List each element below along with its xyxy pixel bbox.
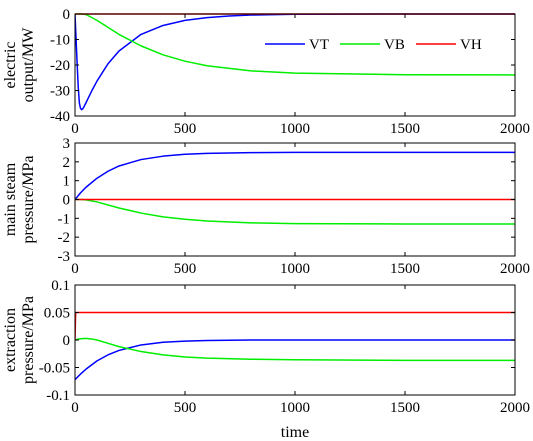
y-tick-label: 0 [63, 7, 71, 23]
series-vb-line [75, 337, 515, 362]
y-axis-label: extraction [2, 308, 19, 372]
y-tick-label: -10 [50, 33, 70, 49]
y-tick-label: 0.1 [51, 278, 70, 294]
series-vt-line [75, 339, 515, 381]
y-tick-label: -3 [58, 249, 71, 265]
y-tick-label: -40 [50, 109, 70, 125]
x-tick-label: 1500 [390, 400, 420, 416]
y-tick-label: 3 [63, 136, 71, 152]
y-axis-label: output/MW [20, 27, 37, 103]
y-tick-label: 0 [63, 333, 71, 349]
x-tick-label: 500 [174, 400, 197, 416]
x-tick-label: 500 [174, 261, 197, 277]
x-tick-label: 0 [71, 261, 79, 277]
x-tick-label: 1000 [280, 400, 310, 416]
x-tick-label: 1500 [390, 121, 420, 137]
y-axis-label: pressure/MPa [20, 296, 37, 384]
y-tick-label: 0.05 [44, 306, 70, 322]
legend-label-vb: VB [384, 37, 405, 53]
x-tick-label: 500 [174, 121, 197, 137]
panel-2: 0 500 1000 1500 2000 3 2 1 0 -1 -2 -3 main steam pres… [2, 136, 530, 277]
x-tick-label: 0 [71, 400, 79, 416]
y-tick-label: -30 [50, 84, 70, 100]
panel-1: 0 500 1000 1500 2000 0 -10 -20 -30 -40 electric out… [2, 7, 530, 137]
y-tick-label: 1 [63, 174, 71, 190]
y-tick-label: -0.05 [39, 361, 70, 377]
x-tick-label: 1500 [390, 261, 420, 277]
y-axis-label: electric [2, 41, 19, 88]
series-vt-line [75, 151, 515, 200]
y-tick-label: -2 [58, 230, 71, 246]
y-tick-label: 0 [63, 193, 71, 209]
x-tick-label: 1000 [280, 121, 310, 137]
series-vb-line [75, 198, 515, 225]
x-tick-label: 2000 [500, 261, 530, 277]
legend-label-vh: VH [460, 37, 482, 53]
series-vh-line [75, 311, 515, 341]
y-tick-label: -0.1 [46, 388, 70, 404]
legend: VT VB VH [265, 37, 482, 53]
y-axis-label: pressure/MPa [20, 156, 37, 244]
x-tick-label: 1000 [280, 261, 310, 277]
y-axis-label: main steam [2, 162, 19, 236]
y-tick-label: 2 [63, 155, 71, 171]
panel-3: 0 500 1000 1500 2000 0.1 0.05 0 -0.05 -0.1 extract… [2, 278, 530, 416]
x-tick-label: 2000 [500, 121, 530, 137]
series-vt-line [75, 13, 515, 111]
axes-box [74, 13, 516, 117]
x-tick-label: 0 [71, 121, 79, 137]
y-tick-label: -1 [58, 211, 71, 227]
x-axis-label: time [281, 424, 309, 441]
legend-label-vt: VT [309, 37, 329, 53]
y-tick-label: -20 [50, 58, 70, 74]
x-tick-label: 2000 [500, 400, 530, 416]
